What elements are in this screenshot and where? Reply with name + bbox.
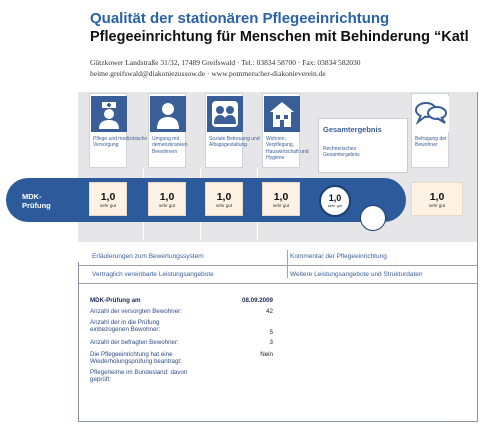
mdk-label-line1: MDK- [22, 192, 42, 201]
category-tab-pflege[interactable]: Pflege und medizinische Versorgung [89, 93, 147, 168]
grade-text: sehr gut [272, 203, 290, 208]
grade-text: sehr gut [428, 203, 446, 208]
category-label: Wohnen, Verpflegung, Hauswirtschaft und … [266, 136, 309, 161]
mdk-label-line2: Prüfung [22, 201, 51, 210]
category-tab-befragung[interactable]: Befragung der Bewohner [411, 93, 449, 168]
grade-text: sehr gut [99, 203, 117, 208]
fact-value: 3 [269, 339, 273, 346]
overall-result-title: Gesamtergebnis [323, 125, 382, 134]
fact-key: Anzahl der befragten Bewohner: [90, 339, 179, 346]
person-icon [150, 96, 186, 132]
fact-value: 08.09.2009 [242, 297, 273, 304]
category-label: Befragung der Bewohner [415, 136, 447, 149]
grade-value: 1,0 [216, 191, 232, 203]
grade-value: 1,0 [273, 191, 289, 203]
overall-result-tab[interactable]: Gesamtergebnis Rechnerisches Gesamtergeb… [318, 118, 408, 173]
category-tab-demenz[interactable]: Umgang mit demenzkranken Bewohnern [148, 93, 188, 168]
nurse-icon [91, 96, 127, 132]
facility-name: Pflegeeinrichtung für Menschen mit Behin… [90, 29, 469, 45]
fact-key: Anzahl der versorgten Bewohner: [90, 308, 182, 315]
fact-key: Die Pflegeeinrichtung hat eine Wiederhol… [90, 351, 182, 366]
table-row: Vertraglich vereinbarte Leistungsangebot… [78, 268, 478, 284]
link-strukturdaten[interactable]: Weitere Leistungsangebote und Strukturda… [290, 271, 423, 278]
fact-key: Pflegeheime im Bundesland: davon geprüft… [90, 369, 188, 384]
page-title: Qualität der stationären Pflegeeinrichtu… [90, 10, 390, 27]
empty-circle [360, 205, 386, 231]
grade-box-betreuung: 1,0 sehr gut [205, 182, 243, 216]
grade-value: 1,0 [100, 191, 116, 203]
category-tab-betreuung[interactable]: Soziale Betreuung und Alltagsgestaltung [205, 93, 260, 168]
fact-value: Nein [260, 351, 273, 358]
grade-box-wohnen: 1,0 sehr gut [262, 182, 300, 216]
grade-text: sehr gut [158, 203, 176, 208]
table-row: Erläuterungen zum Bewertungssystem Komme… [78, 250, 478, 266]
category-tab-wohnen[interactable]: Wohnen, Verpflegung, Hauswirtschaft und … [262, 93, 309, 168]
overall-grade-circle: 1,0 sehr gut [319, 185, 351, 217]
frame-left [78, 262, 79, 422]
link-bewertungssystem[interactable]: Erläuterungen zum Bewertungssystem [92, 253, 204, 260]
grade-value: 1,0 [159, 191, 175, 203]
link-kommentar[interactable]: Kommentar der Pflegeeinrichtung [290, 253, 387, 260]
link-leistungsangebote[interactable]: Vertraglich vereinbarte Leistungsangebot… [92, 271, 214, 278]
fact-value: 5 [269, 329, 273, 336]
overall-grade-text: sehr gut [327, 203, 343, 208]
grade-box-demenz: 1,0 sehr gut [148, 182, 186, 216]
fact-value: 42 [266, 308, 273, 315]
grade-box-befragung: 1,0 sehr gut [411, 182, 463, 216]
row-divider [287, 250, 288, 278]
group-icon [207, 96, 243, 132]
grade-text: sehr gut [215, 203, 233, 208]
house-icon [264, 96, 300, 132]
speech-bubbles-icon [413, 96, 449, 132]
frame-bottom [78, 421, 478, 422]
fact-key: MDK-Prüfung am [90, 297, 141, 304]
mdk-label: MDK- Prüfung [22, 192, 51, 210]
overall-result-subtitle: Rechnerisches Gesamtergebnis [323, 146, 360, 159]
category-label: Umgang mit demenzkranken Bewohnern [152, 136, 188, 155]
frame-right [477, 92, 478, 422]
category-label: Soziale Betreuung und Alltagsgestaltung [209, 136, 260, 149]
contact-line: heime.greifswald@diakoniezussow.de · www… [90, 69, 326, 78]
category-label: Pflege und medizinische Versorgung [93, 136, 148, 149]
fact-key: Anzahl der in die Prüfung einbezogenen B… [90, 319, 161, 334]
address-line: Gützkower Landstraße 31/32, 17489 Greifs… [90, 58, 361, 67]
grade-box-pflege: 1,0 sehr gut [89, 182, 127, 216]
grade-value: 1,0 [429, 191, 445, 203]
overall-grade-value: 1,0 [328, 193, 342, 203]
